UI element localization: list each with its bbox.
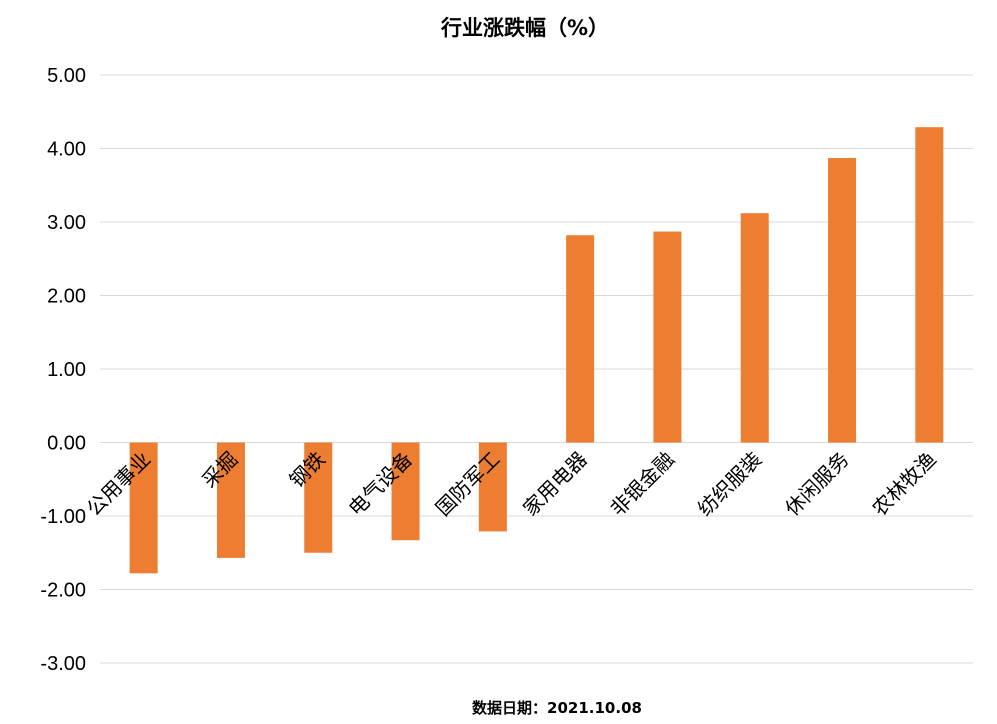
bars [129,127,944,574]
bar [391,442,420,541]
bar [216,442,245,558]
y-tick-label: 3.00 [47,212,86,234]
bar [566,235,595,443]
y-tick-label: 4.00 [47,139,86,161]
chart-title: 行业涨跌幅（%） [440,16,609,40]
category-label: 非银金融 [605,447,679,521]
y-tick-label: -2.00 [40,580,86,602]
category-label: 家用电器 [518,447,592,521]
category-labels: 公用事业 采掘 钢铁 电气设备 国防军工 家用电器 非银金融 纺织服装 休闲服务 农林牧渔 [82,447,941,521]
category-label: 纺织服装 [693,447,767,521]
y-tick-label: 0.00 [47,433,86,455]
y-axis-ticks: 5.00 4.00 3.00 2.00 1.00 0.00 -1.00 -2.00 -3.00 [40,65,86,675]
gridlines [100,74,973,664]
bar [828,158,857,443]
y-tick-label: 1.00 [47,359,86,381]
y-tick-label: -1.00 [40,506,86,528]
category-label: 农林牧渔 [867,447,941,521]
bar [740,213,769,443]
bar [129,442,158,574]
bar [304,442,333,553]
category-label: 休闲服务 [780,447,854,521]
y-tick-label: 5.00 [47,65,86,87]
bar [653,231,682,443]
y-tick-label: -3.00 [40,653,86,675]
bar [915,127,944,443]
data-date-footer: 数据日期：2021.10.08 [472,699,642,717]
bar [478,442,507,532]
y-tick-label: 2.00 [47,286,86,308]
